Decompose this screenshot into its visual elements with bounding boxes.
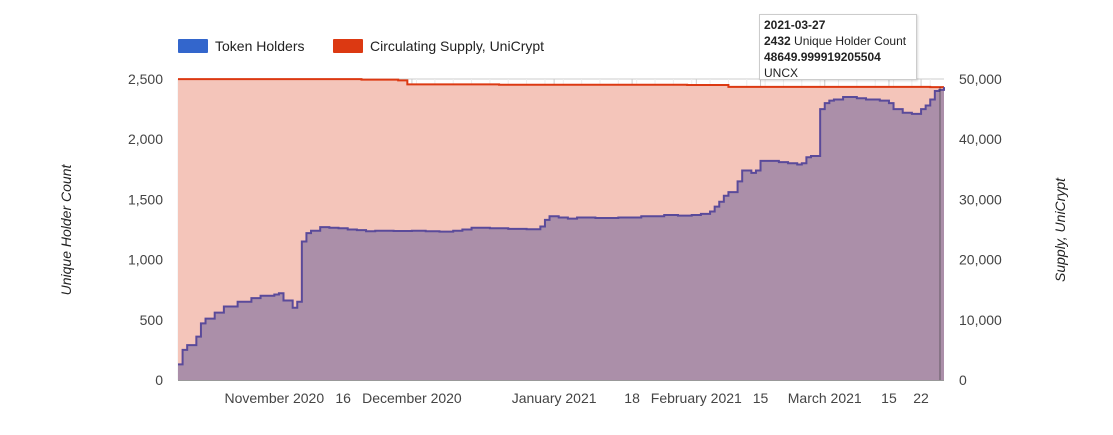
tooltip-date: 2021-03-27 (764, 18, 826, 32)
x-tick-label: 22 (913, 390, 929, 406)
tooltip-supply-unit: UNCX (764, 66, 799, 80)
y-left-tick-label: 0 (155, 372, 163, 388)
y-right-tick-label: 0 (959, 372, 967, 388)
legend-item-circulating-supply[interactable]: Circulating Supply, UniCrypt (333, 38, 544, 54)
legend[interactable]: Token Holders Circulating Supply, UniCry… (178, 38, 544, 54)
legend-swatch-token-holders (178, 39, 208, 53)
holders-series-area (178, 87, 945, 381)
x-tick-label: 15 (881, 390, 897, 406)
x-tick-label: 15 (753, 390, 769, 406)
x-tick-label: December 2020 (362, 390, 462, 406)
holders-area-fill (178, 87, 944, 381)
y-axis-left-title: Unique Holder Count (58, 164, 74, 296)
tooltip-holder-value: 2432 (764, 34, 791, 48)
legend-label-token-holders: Token Holders (215, 38, 305, 54)
y-right-tick-label: 30,000 (959, 191, 1002, 207)
y-axis-left: 0 500 1,000 1,500 2,000 2,500 (128, 71, 163, 388)
y-left-tick-label: 2,000 (128, 131, 163, 147)
y-axis-right: 0 10,000 20,000 30,000 40,000 50,000 (959, 71, 1002, 388)
y-left-tick-label: 2,500 (128, 71, 163, 87)
tooltip-supply-value: 48649.999919205504 (764, 50, 881, 64)
y-left-tick-label: 1,500 (128, 191, 163, 207)
x-tick-label: November 2020 (225, 390, 325, 406)
x-tick-label: 16 (335, 390, 351, 406)
y-right-tick-label: 40,000 (959, 131, 1002, 147)
supply-line (178, 78, 944, 89)
legend-swatch-circulating-supply (333, 39, 363, 53)
x-tick-label: March 2021 (788, 390, 862, 406)
y-right-tick-label: 10,000 (959, 312, 1002, 328)
x-axis: November 2020 16 December 2020 January 2021… (225, 390, 930, 406)
holders-line (178, 87, 945, 366)
tooltip: 2021-03-27 2432 Unique Holder Count 4864… (759, 14, 917, 80)
y-left-tick-label: 1,000 (128, 252, 163, 268)
y-left-tick-label: 500 (140, 312, 164, 328)
x-tick-label: January 2021 (512, 390, 597, 406)
legend-item-token-holders[interactable]: Token Holders (178, 38, 305, 54)
x-tick-label: February 2021 (651, 390, 742, 406)
x-tick-label: 18 (624, 390, 640, 406)
legend-label-circulating-supply: Circulating Supply, UniCrypt (370, 38, 544, 54)
y-right-tick-label: 20,000 (959, 252, 1002, 268)
y-axis-right-title: Supply, UniCrypt (1052, 177, 1068, 282)
tooltip-holder-label: Unique Holder Count (794, 34, 907, 48)
y-right-tick-label: 50,000 (959, 71, 1002, 87)
